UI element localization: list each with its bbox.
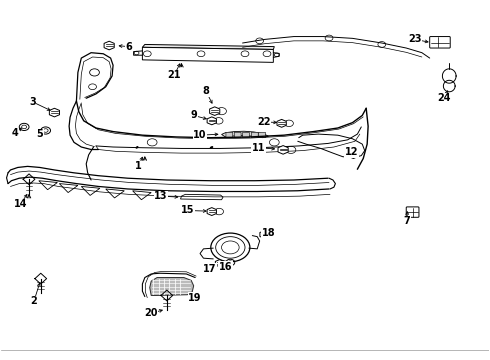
FancyBboxPatch shape: [406, 207, 419, 217]
Text: 18: 18: [262, 228, 275, 238]
Polygon shape: [150, 278, 194, 296]
Polygon shape: [221, 131, 269, 138]
FancyBboxPatch shape: [243, 132, 249, 138]
Text: 21: 21: [168, 70, 181, 80]
Polygon shape: [133, 191, 151, 200]
Text: 3: 3: [29, 97, 36, 107]
Text: 5: 5: [36, 129, 43, 139]
Text: 20: 20: [145, 309, 158, 318]
Text: 9: 9: [190, 111, 197, 121]
Polygon shape: [81, 186, 100, 195]
Text: 6: 6: [125, 42, 132, 51]
FancyBboxPatch shape: [430, 37, 450, 48]
Text: 14: 14: [14, 199, 27, 210]
Polygon shape: [210, 107, 220, 116]
Text: 4: 4: [12, 129, 19, 138]
Polygon shape: [143, 47, 273, 62]
Text: 8: 8: [202, 86, 209, 96]
Circle shape: [378, 41, 386, 47]
Polygon shape: [180, 194, 223, 200]
Text: 12: 12: [345, 147, 358, 157]
Text: 19: 19: [189, 293, 202, 303]
Text: 2: 2: [30, 296, 37, 306]
Polygon shape: [260, 230, 269, 238]
Text: 11: 11: [252, 143, 266, 153]
Polygon shape: [348, 150, 359, 158]
Polygon shape: [143, 44, 274, 49]
Polygon shape: [207, 208, 217, 216]
Text: 1: 1: [135, 161, 142, 171]
FancyBboxPatch shape: [226, 132, 233, 138]
Circle shape: [256, 38, 264, 44]
Text: 13: 13: [154, 191, 168, 201]
Circle shape: [325, 35, 333, 41]
FancyBboxPatch shape: [234, 132, 241, 138]
Polygon shape: [106, 189, 124, 198]
Text: 24: 24: [438, 93, 451, 103]
Text: 17: 17: [203, 264, 217, 274]
FancyBboxPatch shape: [259, 132, 266, 138]
Polygon shape: [216, 260, 224, 267]
Polygon shape: [104, 41, 114, 50]
Text: 15: 15: [181, 206, 194, 216]
Text: 16: 16: [219, 262, 232, 272]
FancyBboxPatch shape: [251, 132, 258, 138]
Polygon shape: [277, 120, 286, 127]
Text: 22: 22: [257, 117, 270, 127]
Polygon shape: [39, 181, 57, 190]
Text: 23: 23: [408, 35, 422, 44]
Text: 7: 7: [404, 216, 411, 226]
Polygon shape: [278, 145, 288, 154]
Text: 10: 10: [193, 130, 207, 140]
Polygon shape: [49, 108, 59, 117]
Polygon shape: [207, 117, 217, 125]
Polygon shape: [59, 184, 78, 193]
